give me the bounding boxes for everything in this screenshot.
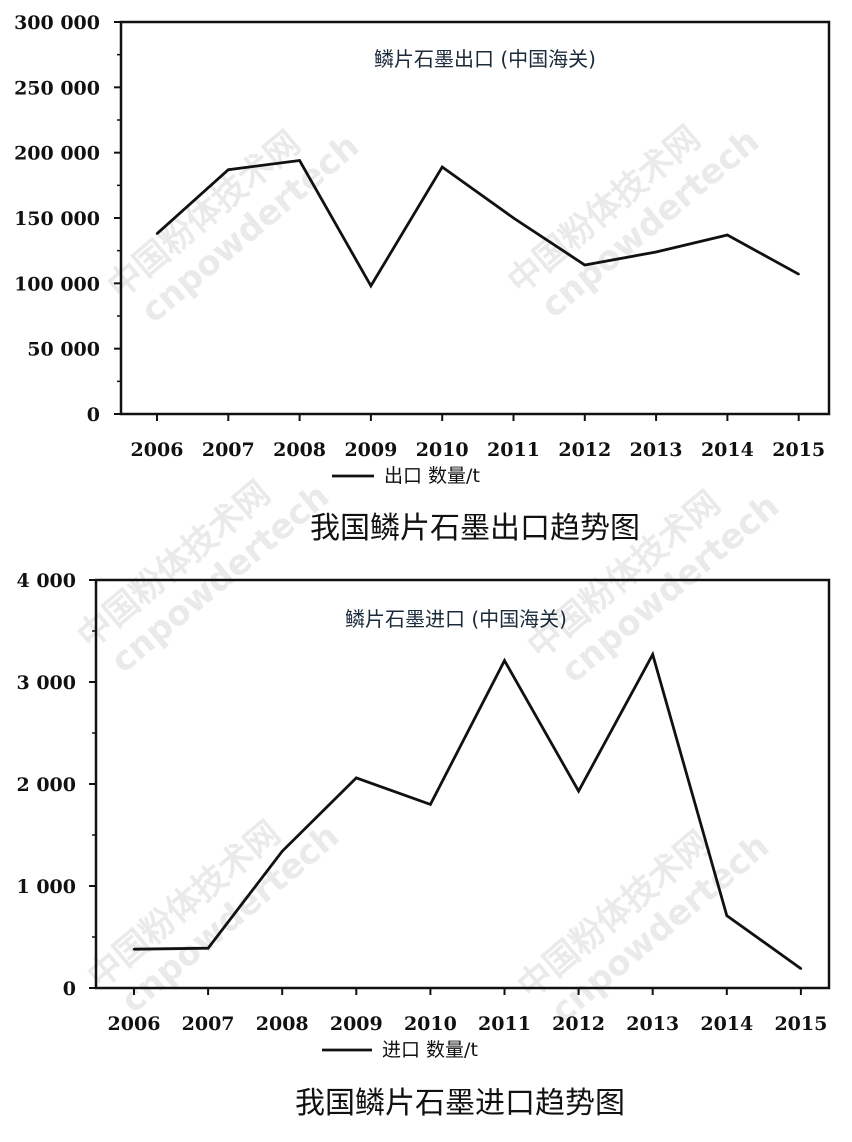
y-tick-label: 250 000	[14, 77, 100, 99]
data-point	[441, 165, 444, 169]
y-tick-label: 200 000	[14, 143, 100, 165]
data-point	[577, 789, 580, 793]
data-point	[281, 850, 284, 853]
legend-label: 出口 数量/t	[384, 465, 480, 487]
chart-1: 0 50 000 100 000 150 000 200 000 250 000 300 0…	[14, 12, 831, 546]
data-point	[429, 803, 432, 806]
data-point	[227, 168, 230, 171]
x-tick-label: 2008	[273, 439, 326, 461]
x-tick-label: 2011	[487, 439, 540, 461]
data-point	[797, 272, 800, 276]
data-point	[651, 653, 654, 656]
chart-title: 鳞片石墨出口 (中国海关)	[374, 47, 596, 71]
x-tick-label: 2013	[630, 439, 683, 461]
x-tick-label: 2006	[108, 1013, 161, 1035]
data-point	[726, 233, 729, 237]
series-line	[156, 158, 800, 289]
data-point	[298, 159, 301, 162]
x-tick-label: 2010	[416, 439, 469, 461]
x-tick-label: 2012	[552, 1013, 605, 1035]
data-point	[725, 914, 728, 917]
y-tick-label: 300 000	[14, 12, 100, 34]
x-tick-label: 2009	[330, 1013, 383, 1035]
y-tick-label: 150 000	[14, 208, 100, 230]
x-tick-label: 2007	[202, 439, 255, 461]
watermark-layer: 中国粉体技术网 cnpowdertech 中国粉体技术网 cnpowdertec…	[70, 118, 787, 1031]
data-point	[654, 250, 658, 254]
data-point	[799, 967, 803, 970]
y-tick-label: 3 000	[17, 672, 77, 694]
series-line	[133, 650, 802, 970]
data-point	[355, 776, 358, 780]
y-tick-label: 2 000	[17, 774, 77, 796]
data-point	[206, 947, 210, 950]
x-tick-label: 2006	[131, 439, 184, 461]
y-tick-label: 50 000	[27, 339, 100, 361]
charts-layer: 0 50 000 100 000 150 000 200 000 250 000 300 0…	[14, 12, 831, 1121]
y-tick-label: 4 000	[17, 570, 77, 592]
x-tick-label: 2015	[772, 439, 825, 461]
y-tick-label: 1 000	[17, 876, 77, 898]
x-tick-label: 2007	[182, 1013, 235, 1035]
data-point	[583, 263, 586, 267]
x-tick-label: 2015	[774, 1013, 827, 1035]
x-tick-label: 2014	[700, 1013, 753, 1035]
data-point	[512, 216, 515, 220]
data-point	[503, 659, 506, 662]
chart-title: 鳞片石墨进口 (中国海关)	[345, 607, 567, 631]
legend-label: 进口 数量/t	[382, 1039, 478, 1061]
chart-2: 0 1 000 2 000 3 000 4 000 2006 2007 2008 2009 201…	[17, 570, 831, 1121]
y-tick-label: 100 000	[14, 273, 100, 295]
figure-caption: 我国鳞片石墨进口趋势图	[295, 1086, 625, 1121]
data-point	[155, 232, 159, 235]
data-point	[132, 948, 136, 951]
x-tick-label: 2011	[478, 1013, 531, 1035]
x-tick-label: 2009	[344, 439, 397, 461]
figure-caption: 我国鳞片石墨出口趋势图	[310, 511, 640, 546]
y-tick-label: 0	[63, 978, 76, 1000]
y-tick-label: 0	[87, 404, 100, 426]
data-point	[369, 284, 373, 288]
x-tick-label: 2013	[626, 1013, 679, 1035]
x-tick-label: 2010	[404, 1013, 457, 1035]
x-tick-label: 2014	[701, 439, 754, 461]
x-tick-label: 2012	[558, 439, 611, 461]
x-tick-label: 2008	[256, 1013, 309, 1035]
